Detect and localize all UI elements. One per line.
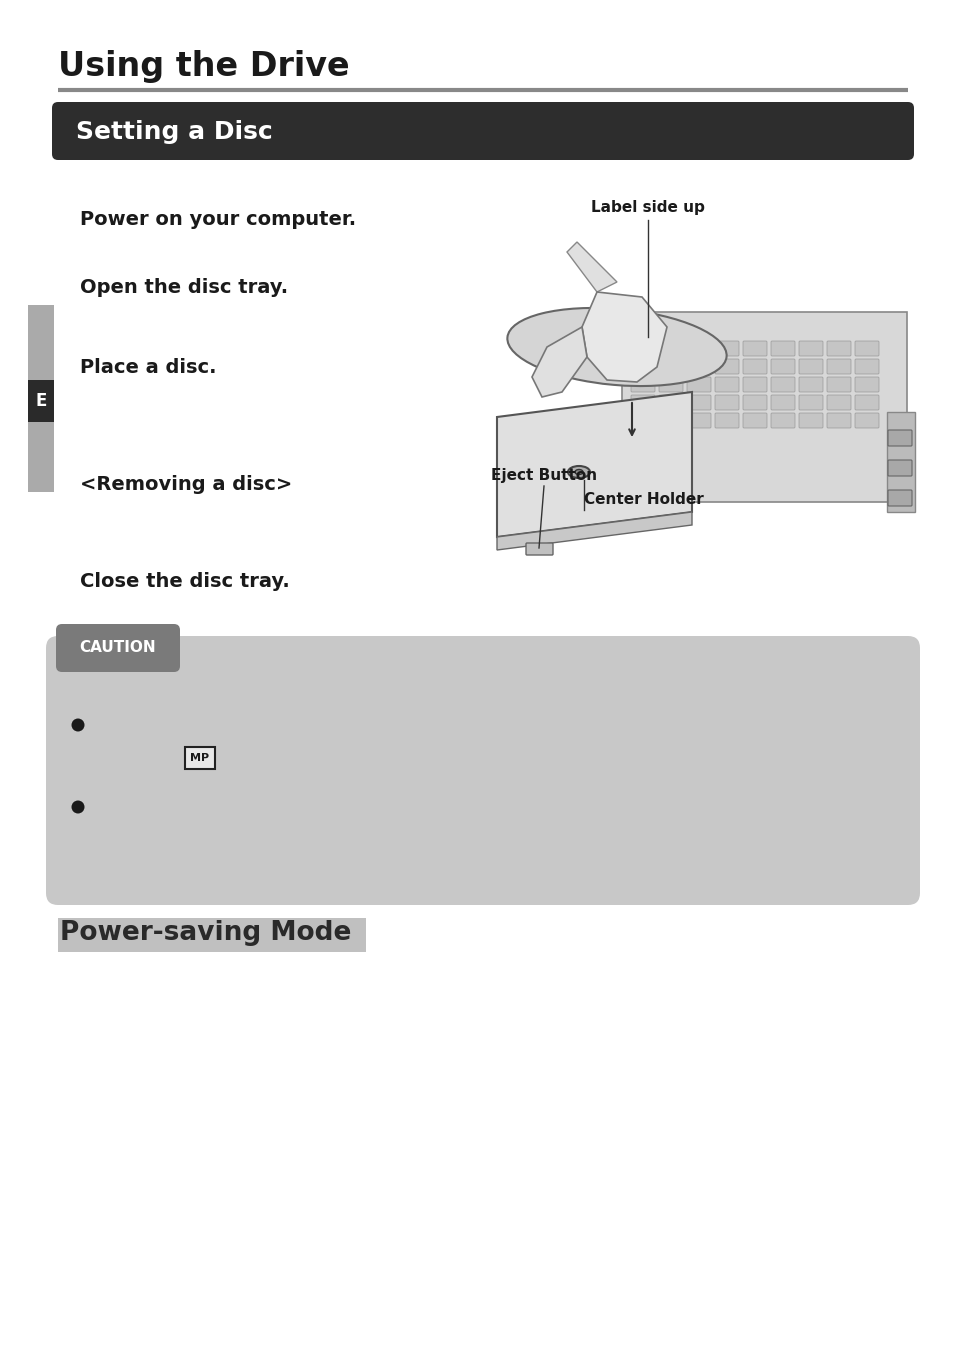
Ellipse shape (605, 343, 627, 352)
FancyBboxPatch shape (659, 412, 682, 429)
Text: Open the disc tray.: Open the disc tray. (80, 279, 288, 297)
FancyBboxPatch shape (799, 412, 822, 429)
Polygon shape (532, 327, 586, 397)
FancyBboxPatch shape (686, 360, 710, 375)
Text: CAUTION: CAUTION (80, 641, 156, 656)
FancyBboxPatch shape (742, 395, 766, 410)
FancyBboxPatch shape (659, 395, 682, 410)
Text: Close the disc tray.: Close the disc tray. (80, 572, 290, 591)
FancyBboxPatch shape (826, 412, 850, 429)
Text: Power on your computer.: Power on your computer. (80, 210, 355, 228)
FancyBboxPatch shape (659, 377, 682, 392)
Text: Center Holder: Center Holder (583, 492, 703, 507)
Text: Power-saving Mode: Power-saving Mode (60, 919, 351, 946)
Bar (58, 918, 366, 952)
FancyBboxPatch shape (742, 341, 766, 356)
FancyBboxPatch shape (714, 377, 739, 392)
FancyBboxPatch shape (826, 395, 850, 410)
FancyBboxPatch shape (742, 360, 766, 375)
Circle shape (71, 718, 85, 731)
FancyBboxPatch shape (770, 360, 794, 375)
FancyBboxPatch shape (714, 360, 739, 375)
FancyBboxPatch shape (56, 625, 180, 672)
FancyBboxPatch shape (686, 341, 710, 356)
Polygon shape (581, 292, 666, 383)
FancyBboxPatch shape (630, 377, 655, 392)
FancyBboxPatch shape (887, 489, 911, 506)
FancyBboxPatch shape (854, 395, 878, 410)
FancyBboxPatch shape (854, 377, 878, 392)
FancyBboxPatch shape (686, 377, 710, 392)
Text: <Removing a disc>: <Removing a disc> (80, 475, 292, 493)
FancyBboxPatch shape (887, 430, 911, 446)
Polygon shape (497, 392, 691, 537)
Ellipse shape (575, 469, 582, 475)
FancyBboxPatch shape (659, 360, 682, 375)
FancyBboxPatch shape (799, 360, 822, 375)
FancyBboxPatch shape (630, 395, 655, 410)
Text: Place a disc.: Place a disc. (80, 358, 216, 377)
FancyBboxPatch shape (799, 395, 822, 410)
FancyBboxPatch shape (799, 341, 822, 356)
Bar (28, 306, 54, 380)
FancyBboxPatch shape (46, 635, 919, 904)
FancyBboxPatch shape (185, 748, 214, 769)
FancyBboxPatch shape (826, 377, 850, 392)
FancyBboxPatch shape (770, 412, 794, 429)
FancyBboxPatch shape (887, 460, 911, 476)
FancyBboxPatch shape (770, 377, 794, 392)
Text: Setting a Disc: Setting a Disc (76, 120, 273, 145)
Polygon shape (566, 242, 617, 292)
Bar (886, 412, 914, 512)
Text: MP: MP (191, 753, 210, 763)
Text: Using the Drive: Using the Drive (58, 50, 349, 82)
Bar (28, 422, 54, 492)
FancyBboxPatch shape (686, 395, 710, 410)
FancyBboxPatch shape (854, 412, 878, 429)
FancyBboxPatch shape (826, 360, 850, 375)
FancyBboxPatch shape (854, 341, 878, 356)
FancyBboxPatch shape (686, 412, 710, 429)
FancyBboxPatch shape (630, 360, 655, 375)
FancyBboxPatch shape (630, 412, 655, 429)
FancyBboxPatch shape (714, 412, 739, 429)
FancyBboxPatch shape (770, 395, 794, 410)
FancyBboxPatch shape (799, 377, 822, 392)
FancyBboxPatch shape (742, 377, 766, 392)
FancyBboxPatch shape (854, 360, 878, 375)
FancyBboxPatch shape (630, 341, 655, 356)
FancyBboxPatch shape (826, 341, 850, 356)
FancyBboxPatch shape (770, 341, 794, 356)
Text: Eject Button: Eject Button (491, 468, 597, 483)
FancyBboxPatch shape (52, 101, 913, 160)
Ellipse shape (507, 308, 726, 387)
Circle shape (71, 800, 85, 814)
Text: E: E (35, 392, 47, 410)
FancyBboxPatch shape (525, 544, 553, 556)
FancyBboxPatch shape (659, 341, 682, 356)
Text: Label side up: Label side up (591, 200, 704, 215)
Bar (621, 312, 906, 502)
FancyBboxPatch shape (714, 341, 739, 356)
Ellipse shape (567, 466, 589, 479)
FancyBboxPatch shape (714, 395, 739, 410)
FancyBboxPatch shape (742, 412, 766, 429)
Polygon shape (497, 512, 691, 550)
Bar (28, 380, 54, 422)
